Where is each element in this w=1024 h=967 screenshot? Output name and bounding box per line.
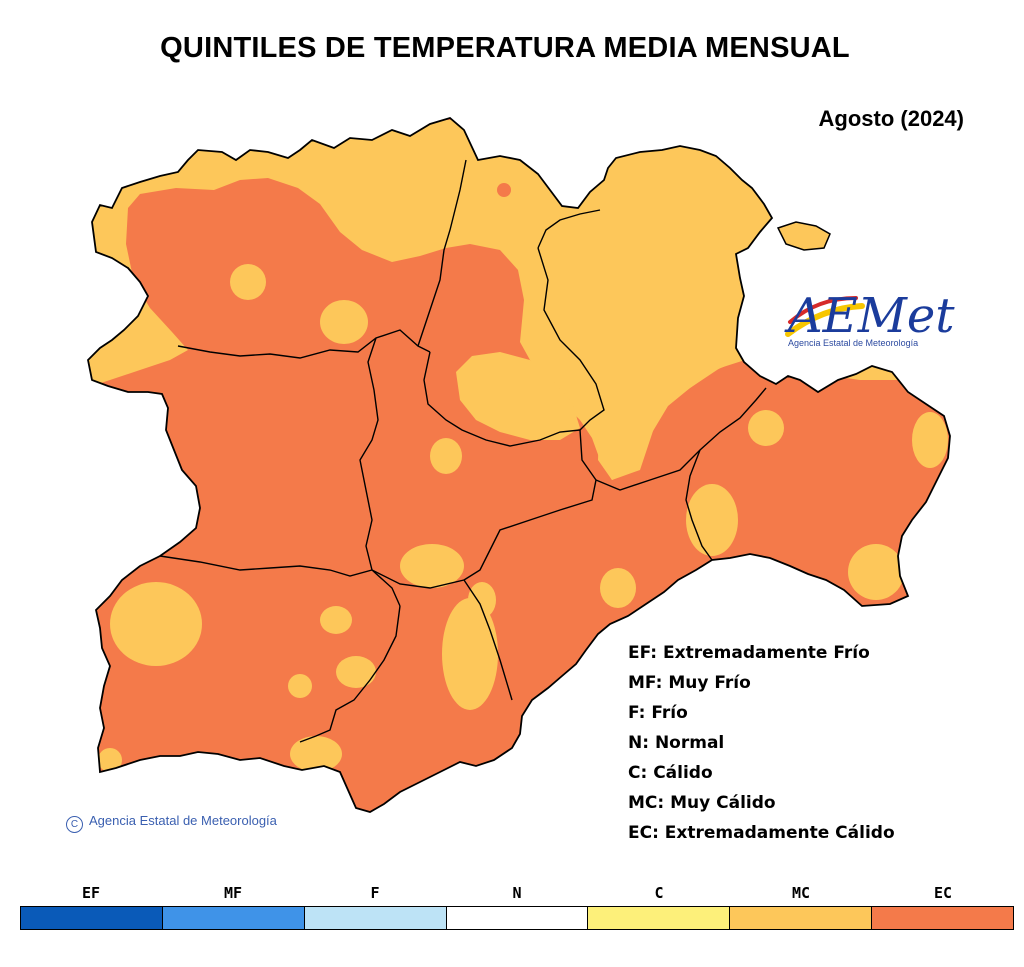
scale-labels: EF MF F N C MC EC [20, 884, 1014, 902]
logo-subtitle: Agencia Estatal de Meteorología [788, 338, 919, 348]
legend-item-mc: MC: Muy Cálido [628, 793, 776, 813]
period-label: Agosto (2024) [818, 106, 964, 131]
scale-swatch-ec [872, 907, 1014, 929]
page-title: QUINTILES DE TEMPERATURA MEDIA MENSUAL [160, 32, 850, 64]
scale-label-mf: MF [223, 884, 243, 902]
legend-list: EF: Extremadamente Frío MF: Muy Frío F: … [628, 640, 895, 850]
scale-label-ec: EC [933, 884, 953, 902]
copyright-icon: C [66, 816, 83, 833]
scale-swatch-f [304, 907, 447, 929]
legend-item-n: N: Normal [628, 733, 725, 753]
scale-swatch-mc [730, 907, 873, 929]
scale-label-mc: MC [791, 884, 811, 902]
legend-item-ef: EF: Extremadamente Frío [628, 643, 870, 663]
scale-swatch-n [446, 907, 589, 929]
scale-swatch-c [588, 907, 731, 929]
legend-item-c: C: Cálido [628, 763, 713, 783]
scale-label-n: N [512, 884, 522, 902]
logo-text: AEMet [784, 288, 955, 344]
scale-label-f: F [370, 884, 380, 902]
scale-bar [20, 906, 1014, 930]
legend-item-f: F: Frío [628, 703, 688, 723]
legend-item-ec: EC: Extremadamente Cálido [628, 823, 895, 843]
aemet-logo: AEMet [784, 288, 955, 344]
scale-label-ef: EF [81, 884, 101, 902]
scale-swatch-ef [21, 907, 163, 929]
color-scale: EF MF F N C MC EC [20, 884, 1014, 930]
legend-item-mf: MF: Muy Frío [628, 673, 751, 693]
copyright-text: Agencia Estatal de Meteorología [89, 813, 277, 828]
scale-swatch-mf [162, 907, 305, 929]
scale-label-c: C [654, 884, 664, 902]
copyright-notice: C Agencia Estatal de Meteorología [66, 813, 277, 833]
